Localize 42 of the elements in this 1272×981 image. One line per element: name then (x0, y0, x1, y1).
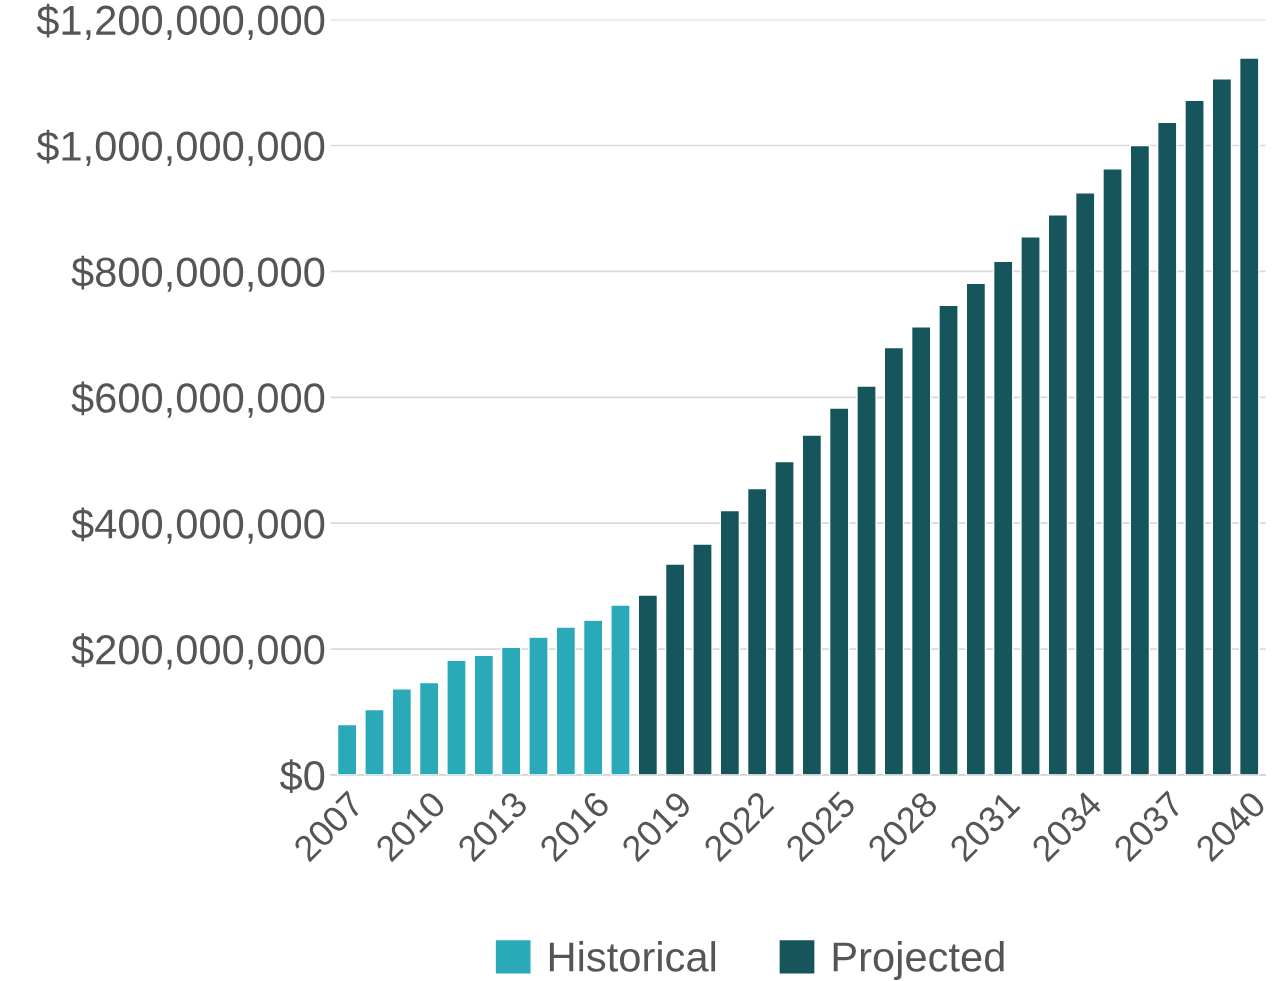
bar (555, 626, 577, 775)
bar (446, 659, 467, 775)
bar (336, 723, 358, 775)
bar (500, 646, 522, 775)
y-tick-label: $1,000,000,000 (36, 129, 325, 166)
bar (1184, 99, 1205, 775)
bar (1020, 236, 1041, 775)
bar (528, 636, 549, 775)
y-tick-label: $400,000,000 (71, 507, 325, 544)
bar (1129, 144, 1151, 775)
bar (610, 604, 631, 775)
bar (856, 385, 877, 775)
bar (1238, 57, 1260, 775)
bar (692, 543, 713, 775)
legend-label: Projected (833, 941, 1004, 980)
bar (1156, 121, 1178, 775)
bar (1211, 78, 1233, 775)
bar (965, 282, 987, 775)
bar (391, 688, 413, 775)
bar (473, 654, 495, 775)
bar (364, 708, 385, 775)
bar (801, 434, 823, 775)
bar (418, 681, 440, 775)
bar (910, 326, 932, 775)
bar (746, 487, 768, 775)
bar (1102, 168, 1123, 775)
bar (637, 594, 659, 775)
bar (774, 460, 795, 775)
bar (582, 619, 604, 775)
y-tick-label: $800,000,000 (71, 255, 325, 292)
bar (938, 304, 959, 775)
bar (1047, 214, 1069, 775)
y-tick-label: $600,000,000 (71, 381, 325, 418)
bar (719, 509, 741, 775)
bar (992, 260, 1014, 775)
legend-label: Historical (549, 941, 716, 972)
y-tick-label: $200,000,000 (71, 633, 325, 670)
bar (664, 563, 686, 775)
bar (828, 407, 850, 775)
bar (1074, 192, 1096, 775)
bar (883, 346, 905, 775)
y-tick-label: $1,200,000,000 (36, 3, 325, 41)
